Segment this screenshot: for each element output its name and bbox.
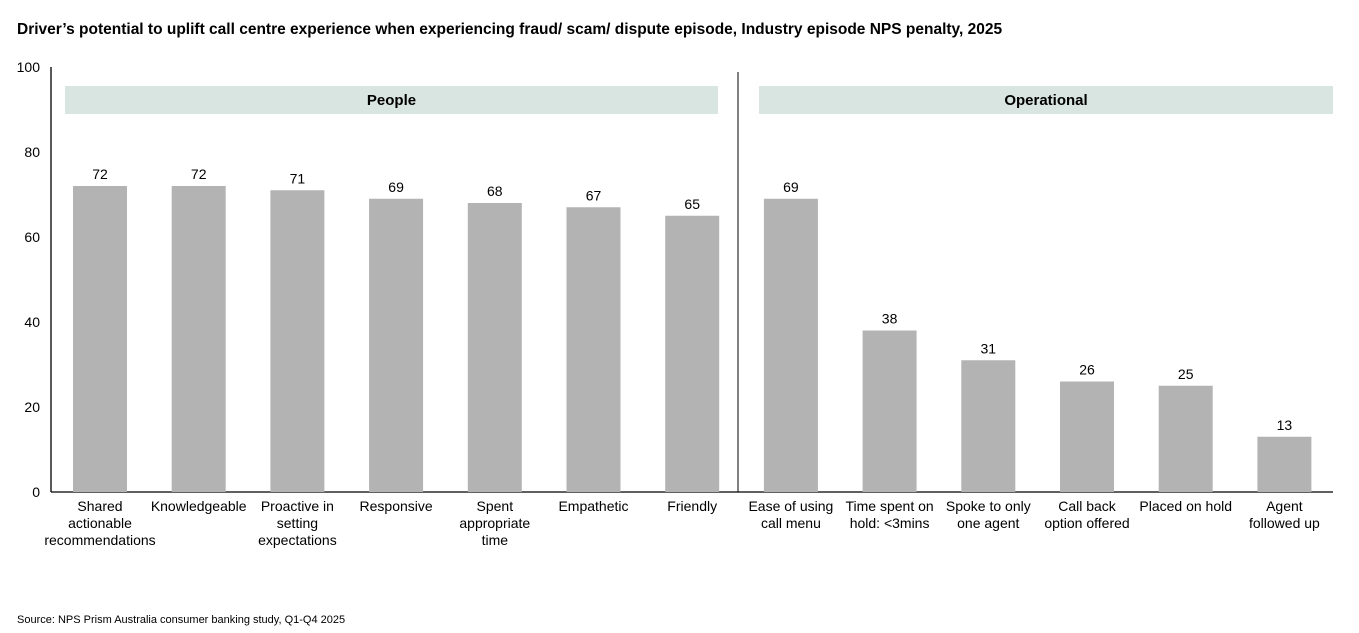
data-label: 31 — [981, 340, 997, 356]
bar — [369, 198, 424, 492]
category-label: Shared actionable recommendations — [44, 498, 155, 548]
data-label: 72 — [191, 166, 207, 182]
bar — [961, 360, 1016, 492]
data-label: 13 — [1277, 417, 1293, 433]
data-label: 69 — [388, 179, 404, 195]
bar — [467, 203, 522, 492]
category-label: Spent appropriate time — [459, 498, 530, 548]
source-note: Source: NPS Prism Australia consumer ban… — [17, 614, 346, 626]
group-label: Operational — [1004, 92, 1087, 109]
bar — [270, 190, 325, 492]
group-band — [759, 86, 1333, 114]
bar — [763, 198, 818, 492]
data-label: 25 — [1178, 366, 1194, 382]
y-tick-label: 0 — [32, 484, 40, 500]
category-label: Placed on hold — [1139, 498, 1232, 514]
data-label: 69 — [783, 179, 799, 195]
y-tick-label: 20 — [24, 399, 40, 415]
y-tick-label: 100 — [17, 59, 41, 75]
data-label: 68 — [487, 183, 503, 199]
data-label: 67 — [586, 187, 602, 203]
y-tick-label: 60 — [24, 229, 40, 245]
category-label: Responsive — [360, 498, 433, 514]
y-tick-label: 80 — [24, 144, 40, 160]
group-label: People — [367, 92, 416, 109]
category-label: Empathetic — [558, 498, 628, 514]
chart-title: Driver’s potential to uplift call centre… — [17, 21, 1003, 38]
data-label: 65 — [684, 196, 700, 212]
category-label: Knowledgeable — [151, 498, 247, 514]
bar — [1257, 436, 1312, 492]
data-label: 71 — [290, 170, 306, 186]
bar — [73, 186, 127, 492]
category-label: Proactive in setting expectations — [258, 498, 337, 548]
data-label: 72 — [92, 166, 108, 182]
group-band — [65, 86, 718, 114]
category-label: Friendly — [667, 498, 717, 514]
bar — [1060, 381, 1114, 492]
bar — [665, 215, 720, 492]
data-label: 38 — [882, 311, 898, 327]
category-label: Ease of using call menu — [748, 498, 833, 531]
category-label: Spoke to only one agent — [946, 498, 1031, 531]
category-label: Time spent on hold: <3mins — [845, 498, 933, 531]
y-tick-label: 40 — [24, 314, 40, 330]
data-label: 26 — [1079, 362, 1095, 378]
category-label: Agent followed up — [1249, 498, 1320, 531]
bar — [171, 186, 226, 492]
bar — [862, 330, 917, 492]
bar — [566, 207, 621, 492]
category-label: Call back option offered — [1044, 498, 1129, 531]
bar — [1158, 385, 1213, 492]
